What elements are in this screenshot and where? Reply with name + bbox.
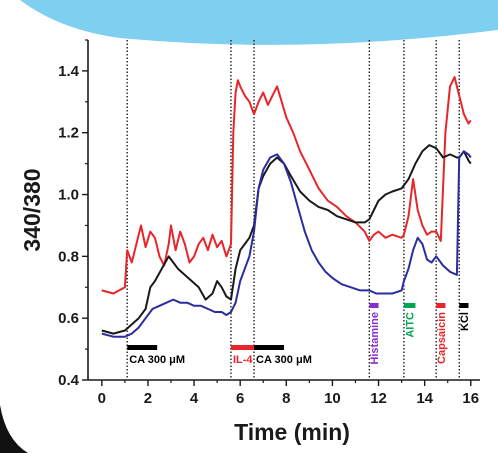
x-axis-title: Time (min): [234, 419, 350, 445]
series-line-1: [101, 144, 472, 335]
series-line-0: [101, 76, 472, 295]
stimulus-bar-1: [230, 345, 255, 350]
stimulus-label-2: CA 300 μM: [256, 354, 312, 366]
y-tick-label-5: 1.4: [58, 63, 80, 80]
stimulus-label-6: KCl: [459, 312, 471, 331]
y-tick-label-3: 1.0: [58, 187, 79, 204]
x-tick-label-4: 8: [282, 390, 290, 407]
y-tick-label-1: 0.6: [58, 310, 79, 327]
y-axis-title: 340/380: [19, 168, 45, 251]
stimulus-bar-4: [403, 303, 416, 308]
ticks: 0 2 4 6 8 10 12 14 16 0.4 0.6 0.8 1.0 1.2 1.4: [58, 39, 479, 407]
x-tick-label-6: 12: [370, 390, 387, 407]
top-banner-shape: [20, 0, 498, 45]
series-line-2: [101, 150, 472, 338]
y-tick-label-0: 0.4: [58, 372, 80, 389]
stimulus-label-0: CA 300 μM: [129, 354, 185, 366]
stimulus-bar-5: [436, 303, 446, 308]
stimulus-label-4: AITC: [405, 312, 417, 338]
stimulus-label-5: Capsaicin: [436, 312, 448, 364]
stimulus-label-1: IL-4: [233, 354, 253, 366]
axes: [87, 40, 480, 381]
stimulus-bar-3: [369, 303, 379, 308]
y-tick-label-2: 0.8: [58, 248, 79, 265]
stimulus-bar-6: [459, 303, 469, 308]
series-layer: [101, 76, 472, 338]
x-tick-label-2: 4: [190, 390, 199, 407]
x-tick-label-1: 2: [144, 390, 152, 407]
stimulus-bars: CA 300 μM IL-4 CA 300 μM Histamine AITC Capsa…: [127, 303, 471, 366]
stimulus-bar-2: [254, 345, 284, 350]
x-tick-label-0: 0: [98, 390, 106, 407]
x-tick-label-3: 6: [236, 390, 244, 407]
x-tick-label-5: 10: [324, 390, 341, 407]
stimulus-label-3: Histamine: [369, 312, 381, 365]
y-tick-label-4: 1.2: [58, 125, 79, 142]
x-tick-label-8: 16: [462, 390, 479, 407]
stimulus-bar-0: [127, 345, 158, 350]
x-tick-label-7: 14: [416, 390, 433, 407]
bottom-left-corner-shape: [0, 405, 28, 453]
